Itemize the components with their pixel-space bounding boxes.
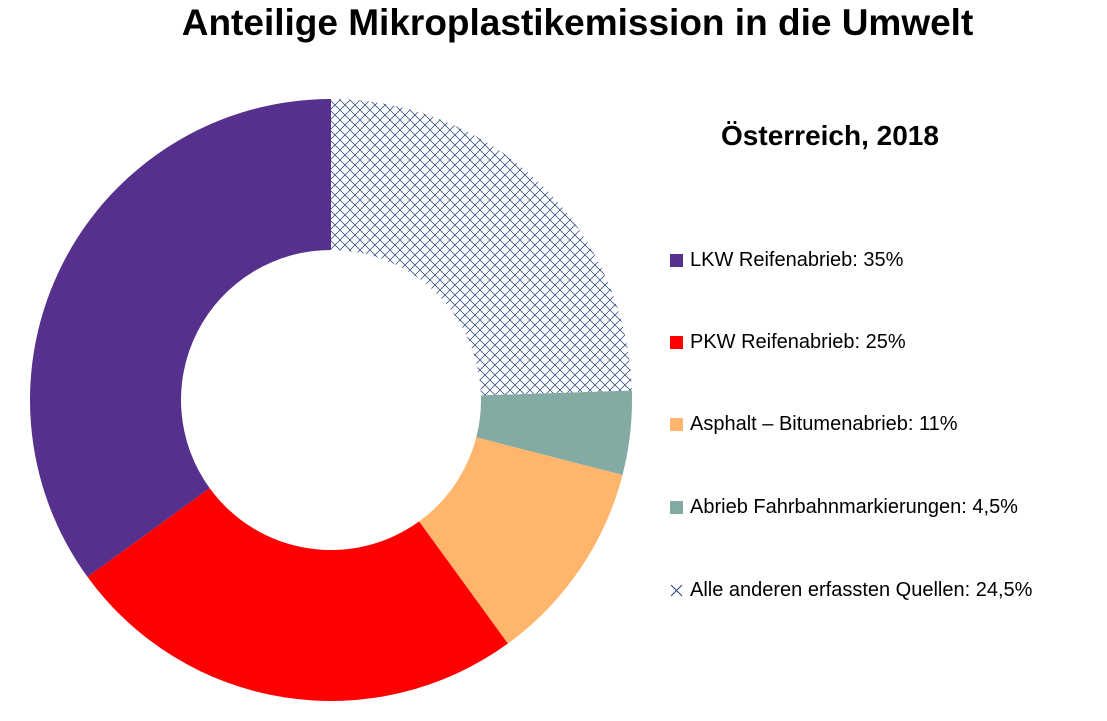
legend-swatch-markierungen: [670, 500, 683, 514]
legend-title: Österreich, 2018: [721, 120, 939, 151]
legend-swatch-andere: [670, 583, 683, 597]
legend-label-asphalt: Asphalt – Bitumenabrieb: 11%: [690, 413, 958, 435]
legend-item-andere: Alle anderen erfassten Quellen: 24,5%: [670, 574, 1032, 606]
donut-slice-pkw: [87, 488, 508, 701]
legend-item-markierungen: Abrieb Fahrbahnmarkierungen: 4,5%: [670, 491, 1018, 523]
donut-slice-asphalt: [419, 437, 623, 644]
donut-slice-markierungen: [476, 390, 633, 475]
legend-item-pkw: PKW Reifenabrieb: 25%: [670, 326, 906, 358]
legend-item-asphalt: Asphalt – Bitumenabrieb: 11%: [670, 408, 958, 440]
donut-slice-lkw: [29, 99, 331, 577]
legend-swatch-lkw: [670, 253, 683, 267]
donut-slices: [29, 99, 633, 701]
donut-slice-andere: [331, 99, 632, 396]
legend-label-markierungen: Abrieb Fahrbahnmarkierungen: 4,5%: [690, 496, 1018, 518]
legend-label-andere: Alle anderen erfassten Quellen: 24,5%: [690, 579, 1033, 601]
legend-label-pkw: PKW Reifenabrieb: 25%: [690, 331, 906, 353]
legend-swatch-asphalt: [670, 417, 683, 431]
chart-title: Anteilige Mikroplastikemission in die Um…: [181, 2, 974, 43]
legend-item-lkw: LKW Reifenabrieb: 35%: [670, 244, 903, 276]
legend-label-lkw: LKW Reifenabrieb: 35%: [690, 249, 904, 271]
legend-swatch-pkw: [670, 335, 683, 349]
